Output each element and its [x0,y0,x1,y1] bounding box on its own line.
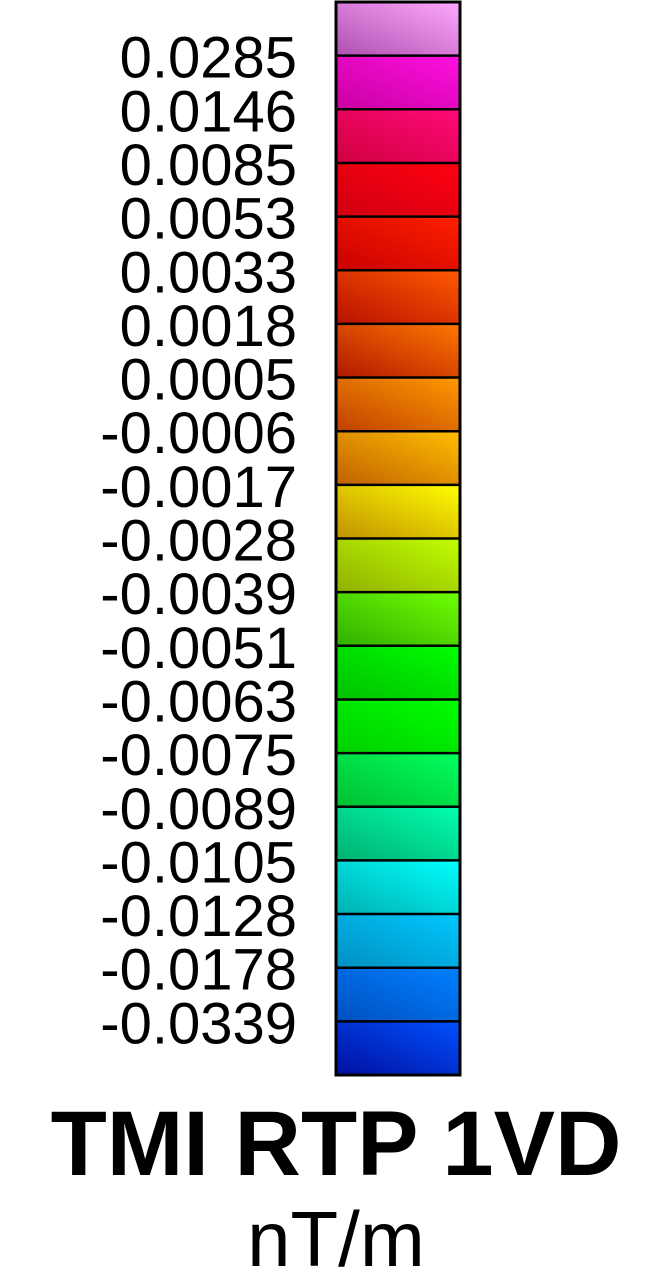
colorbar-bin [336,216,460,271]
colorbar-bin [336,592,460,646]
tick-label: 0.0285 [120,26,297,91]
colorbar-bin [336,914,460,968]
tick-label: 0.0146 [120,79,297,144]
colorbar-bins [336,2,460,1075]
colorbar-bin [336,645,460,700]
tick-label: -0.0039 [100,562,297,627]
colorbar-bin [336,55,460,110]
legend-units: nT/m [247,1195,425,1283]
tick-label: 0.0018 [120,294,297,359]
colorbar-bin [336,699,460,754]
tick-label: 0.0085 [120,133,297,198]
colorbar-bin [336,806,460,861]
colorbar-bin [336,162,460,217]
colorbar-bin [336,484,460,539]
tick-label: -0.0051 [100,616,297,681]
colorbar-tick-labels: 0.02850.01460.00850.00530.00330.00180.00… [100,26,297,1057]
colorbar-frame [334,0,462,1077]
colorbar-bin [336,431,460,485]
tick-label: -0.0063 [100,669,297,734]
tick-label: -0.0178 [100,938,297,1003]
colorbar-bin [336,270,460,324]
colorbar-bin [336,2,460,56]
tick-label: 0.0005 [120,348,297,413]
colorbar-bin [336,538,460,593]
colorbar-bin [336,377,460,432]
tick-label: -0.0075 [100,723,297,788]
colorbar-bin [336,753,460,807]
tick-label: -0.0339 [100,991,297,1056]
tick-label: 0.0033 [120,240,297,305]
legend-title: TMI RTP 1VD [50,1093,622,1195]
colorbar-bin [336,109,460,163]
colorbar-bin [336,860,460,915]
tick-label: -0.0028 [100,509,297,574]
tick-label: -0.0006 [100,401,297,466]
tick-label: -0.0128 [100,884,297,949]
colorbar-bin [336,967,460,1022]
tick-label: -0.0105 [100,830,297,895]
tick-label: -0.0089 [100,777,297,842]
colorbar-bin [336,1021,460,1075]
tick-label: -0.0017 [100,455,297,520]
tick-label: 0.0053 [120,187,297,252]
colorbar-bin [336,323,460,378]
